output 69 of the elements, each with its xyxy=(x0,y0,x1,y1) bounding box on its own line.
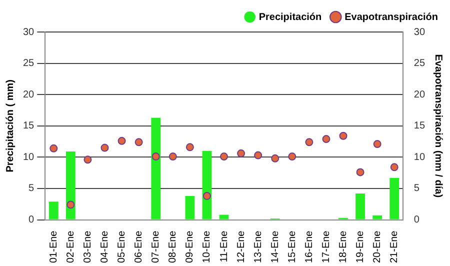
bar xyxy=(66,152,76,220)
y2-tick-label: 15 xyxy=(414,120,426,132)
y-tick-label: 0 xyxy=(28,214,35,226)
bar xyxy=(356,193,365,220)
bar xyxy=(48,202,58,220)
x-tick-label: 05-Ene xyxy=(116,230,128,264)
point xyxy=(50,144,58,152)
point xyxy=(202,192,211,200)
x-tick-label: 15-Ene xyxy=(286,230,298,264)
point xyxy=(322,135,330,144)
point xyxy=(186,143,194,152)
bar xyxy=(185,196,195,220)
bar xyxy=(390,178,400,220)
point xyxy=(288,152,296,161)
y2-tick-label: 0 xyxy=(414,214,420,226)
x-tick-label: 13-Ene xyxy=(252,230,264,264)
point xyxy=(356,168,364,176)
x-tick-label: 12-Ene xyxy=(236,230,247,264)
x-tick-label: 21-Ene xyxy=(389,230,400,264)
bar xyxy=(219,214,229,220)
x-tick-label: 16-Ene xyxy=(304,230,315,264)
x-tick-label: 07-Ene xyxy=(150,230,162,264)
bar xyxy=(151,118,161,220)
x-tick-label: 11-Ene xyxy=(218,230,230,262)
legend-label: Precipitación xyxy=(258,12,322,23)
point xyxy=(390,163,398,172)
point xyxy=(271,154,280,162)
bar xyxy=(202,150,212,220)
x-tick-label: 17-Ene xyxy=(320,230,332,264)
x-tick-label: 06-Ene xyxy=(134,230,145,264)
y2-tick-label: 20 xyxy=(414,89,426,100)
y2-axis-title: Evapotranspiración (mm / día) xyxy=(432,54,444,198)
y-tick-label: 5 xyxy=(28,183,35,194)
x-tick-label: 19-Ene xyxy=(355,230,366,264)
x-tick-label: 09-Ene xyxy=(184,230,196,264)
y-tick-label: 25 xyxy=(23,58,35,70)
point xyxy=(373,140,382,148)
point xyxy=(339,132,348,140)
point xyxy=(254,151,262,160)
y-axis-title: Precipitación ( mm) xyxy=(4,79,16,172)
x-tick-label: 08-Ene xyxy=(168,230,179,264)
point xyxy=(100,144,109,152)
point xyxy=(66,200,75,209)
point xyxy=(84,156,92,164)
y-tick-label: 10 xyxy=(23,152,35,163)
x-tick-label: 14-Ene xyxy=(270,230,281,264)
x-tick-label: 10-Ene xyxy=(202,230,213,264)
x-tick-label: 01-Ene xyxy=(48,230,60,264)
y2-tick-label: 30 xyxy=(414,26,426,38)
y2-tick-label: 25 xyxy=(414,58,426,70)
y-tick-label: 15 xyxy=(23,120,35,132)
bar xyxy=(372,215,382,220)
point xyxy=(152,152,160,161)
y-tick-label: 20 xyxy=(23,89,35,100)
x-tick-label: 18-Ene xyxy=(338,230,349,264)
x-tick-label: 20-Ene xyxy=(372,230,384,264)
y2-tick-label: 5 xyxy=(414,183,420,194)
x-tick-label: 03-Ene xyxy=(82,230,94,264)
point xyxy=(220,152,228,161)
y2-tick-label: 10 xyxy=(414,152,426,163)
point xyxy=(237,149,246,158)
point xyxy=(168,152,177,161)
legend-label: Evapotranspiración xyxy=(344,12,438,23)
point xyxy=(134,138,143,146)
point xyxy=(305,138,314,146)
point xyxy=(118,136,126,145)
x-tick-label: 02-Ene xyxy=(65,230,76,264)
x-tick-label: 04-Ene xyxy=(100,230,110,264)
y-tick-label: 30 xyxy=(23,26,35,38)
